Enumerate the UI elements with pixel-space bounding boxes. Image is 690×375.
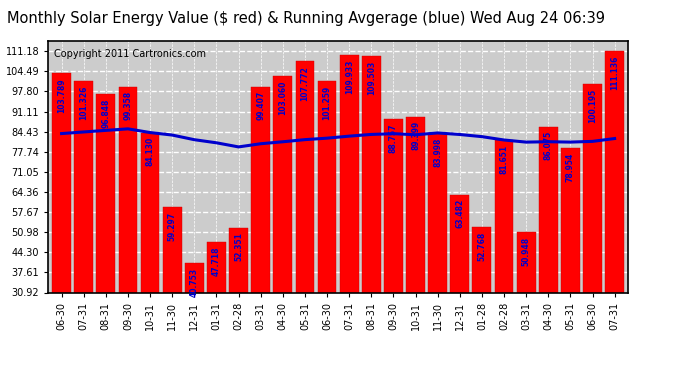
Bar	[473, 227, 491, 375]
Bar	[163, 207, 181, 375]
Text: 81.651: 81.651	[500, 144, 509, 174]
Bar	[605, 51, 624, 375]
Text: 109.933: 109.933	[345, 60, 354, 94]
Bar	[141, 132, 159, 375]
Text: 84.130: 84.130	[146, 137, 155, 166]
Bar	[428, 133, 447, 375]
Bar	[295, 62, 315, 375]
Bar	[384, 118, 403, 375]
Bar	[583, 84, 602, 375]
Bar	[339, 55, 359, 375]
Bar	[97, 94, 115, 375]
Bar	[317, 81, 337, 375]
Bar	[495, 140, 513, 375]
Bar	[119, 87, 137, 375]
Text: Monthly Solar Energy Value ($ red) & Running Avgerage (blue) Wed Aug 24 06:39: Monthly Solar Energy Value ($ red) & Run…	[7, 11, 605, 26]
Bar	[185, 263, 204, 375]
Text: 50.948: 50.948	[522, 237, 531, 266]
Text: 111.136: 111.136	[610, 56, 619, 90]
Text: 52.351: 52.351	[234, 232, 243, 261]
Text: 78.954: 78.954	[566, 153, 575, 182]
Bar	[539, 127, 558, 375]
Text: 103.060: 103.060	[278, 80, 287, 114]
Bar	[207, 242, 226, 375]
Bar	[273, 76, 292, 375]
Bar	[362, 56, 381, 375]
Bar	[75, 81, 93, 375]
Text: 101.326: 101.326	[79, 86, 88, 120]
Text: 47.718: 47.718	[212, 246, 221, 276]
Text: 101.259: 101.259	[322, 86, 331, 120]
Text: Copyright 2011 Cartronics.com: Copyright 2011 Cartronics.com	[54, 49, 206, 59]
Bar	[517, 232, 535, 375]
Text: 40.753: 40.753	[190, 267, 199, 297]
Text: 88.757: 88.757	[389, 123, 398, 153]
Text: 83.998: 83.998	[433, 138, 442, 167]
Text: 107.772: 107.772	[300, 66, 309, 101]
Text: 99.407: 99.407	[256, 91, 265, 120]
Text: 96.848: 96.848	[101, 99, 110, 128]
Text: 86.075: 86.075	[544, 131, 553, 160]
Text: 59.297: 59.297	[168, 212, 177, 241]
Text: 109.503: 109.503	[367, 61, 376, 95]
Bar	[251, 87, 270, 375]
Bar	[406, 117, 425, 375]
Text: 63.482: 63.482	[455, 199, 464, 228]
Bar	[229, 228, 248, 375]
Bar	[561, 148, 580, 375]
Text: 52.768: 52.768	[477, 231, 486, 261]
Text: 99.358: 99.358	[124, 91, 132, 120]
Bar	[52, 74, 71, 375]
Bar	[451, 195, 469, 375]
Text: 103.789: 103.789	[57, 78, 66, 112]
Text: 89.399: 89.399	[411, 121, 420, 150]
Text: 100.195: 100.195	[588, 89, 597, 123]
